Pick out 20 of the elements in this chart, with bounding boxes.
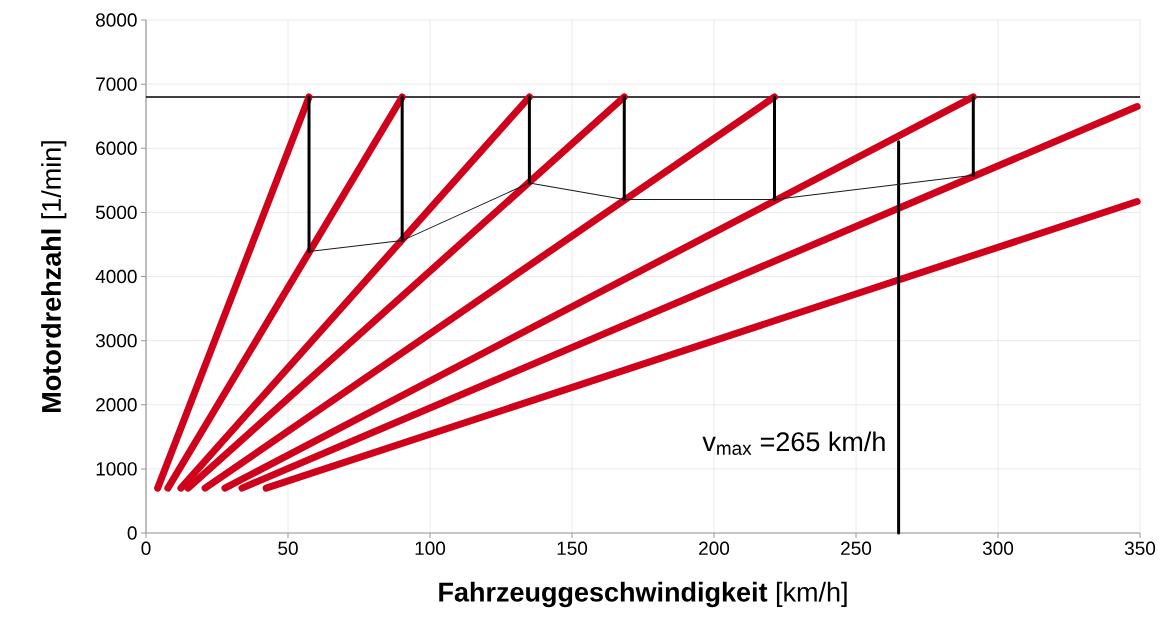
x-tick-label: 200 bbox=[699, 541, 730, 555]
y-tick-label: 0 bbox=[127, 526, 137, 540]
x-tick-label: 250 bbox=[841, 541, 872, 555]
x-tick-label: 300 bbox=[982, 541, 1014, 555]
y-tick-label: 5000 bbox=[95, 205, 137, 220]
y-tick-label: 4000 bbox=[95, 269, 137, 284]
x-tick-label: 100 bbox=[415, 541, 446, 555]
x-axis-title: Fahrzeuggeschwindigkeit [km/h] bbox=[439, 581, 847, 608]
annotation: v$_{max}$ =265 km/h bbox=[702, 431, 885, 455]
y-tick-label: 7000 bbox=[96, 77, 137, 91]
y-tick-label: 1000 bbox=[96, 462, 137, 476]
x-tick-label: 350 bbox=[1124, 541, 1156, 555]
y-tick-label: 8000 bbox=[96, 13, 137, 27]
y-tick-label: 3000 bbox=[95, 333, 137, 348]
x-tick-label: 50 bbox=[278, 541, 298, 555]
y-tick-label: 2000 bbox=[96, 398, 137, 412]
y-tick-label: 6000 bbox=[96, 141, 137, 155]
x-tick-label: 150 bbox=[557, 541, 588, 555]
x-tick-label: 0 bbox=[141, 541, 151, 555]
y-axis-title: Motordrehzahl [1/min] bbox=[41, 141, 67, 412]
